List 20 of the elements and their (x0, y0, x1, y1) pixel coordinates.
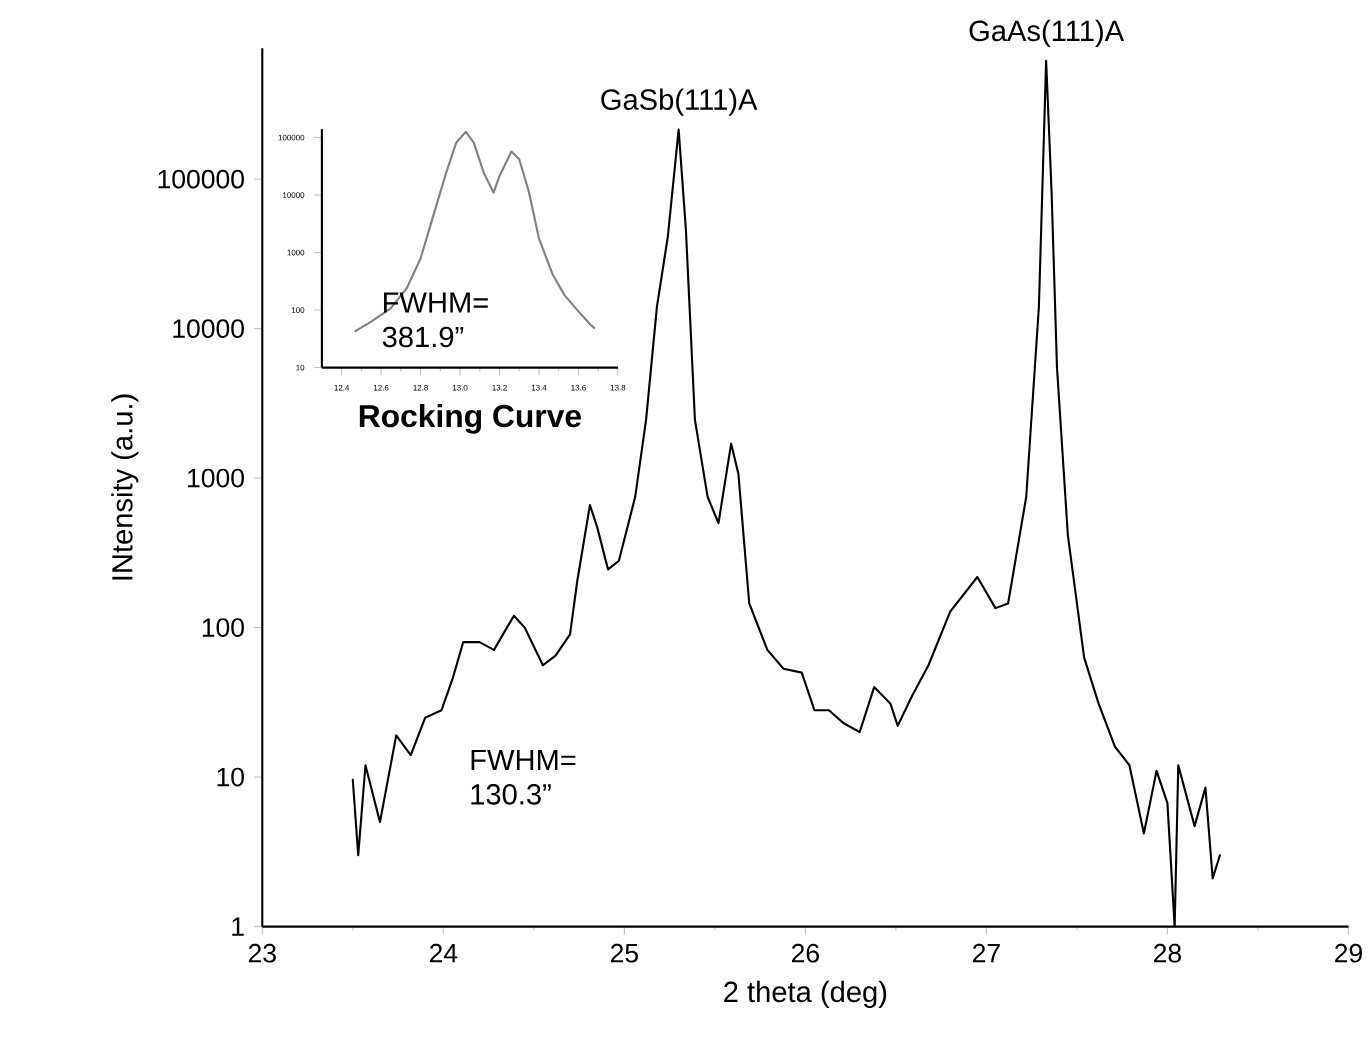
annotation: FWHM= 381.9” (382, 293, 488, 348)
y-tick-label: 1000 (188, 469, 244, 488)
y-tick-label: 100000 (158, 170, 244, 189)
y-tick-label: 100 (202, 618, 244, 638)
x-tick-label: 23 (248, 944, 276, 964)
y-tick-label: 1 (232, 917, 244, 937)
x-axis-title: 2 theta (deg) (724, 981, 887, 1009)
x-tick-label: 26 (791, 944, 819, 964)
x-tick-label: 28 (1154, 944, 1181, 964)
y-axis-title: INtensity (a.u.) (111, 395, 139, 580)
y-tick-label: 10 (217, 768, 244, 787)
annotation: GaAs(111)A (969, 20, 1125, 48)
y-tick-label: 10000 (173, 319, 244, 339)
x-tick-label: 25 (610, 944, 638, 964)
annotation: GaSb(111)A (601, 89, 758, 117)
x-tick-label: 27 (972, 944, 1000, 963)
annotation: FWHM= 130.3” (471, 750, 576, 806)
x-tick-label: 24 (429, 944, 458, 963)
text: Rocking Curve (359, 404, 581, 435)
x-tick-label: 29 (1335, 944, 1362, 964)
